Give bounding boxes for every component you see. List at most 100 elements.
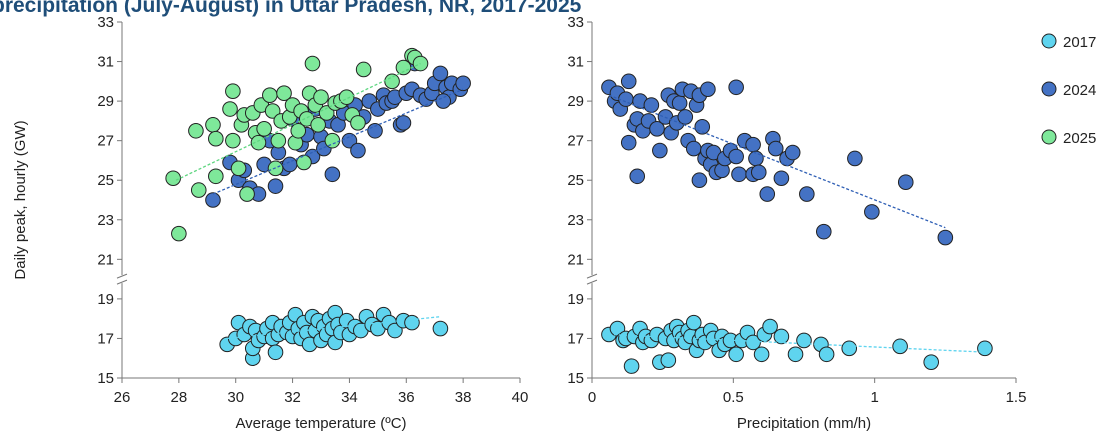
axis-break-mark (586, 279, 598, 285)
y-tick-label: 29 (97, 93, 114, 110)
x-tick-label: 34 (341, 389, 358, 406)
y-tick-label: 19 (567, 291, 584, 308)
trendline-2024 (212, 88, 464, 195)
point-2025 (222, 101, 238, 117)
axis-break-mark (586, 273, 598, 279)
point-2024 (728, 148, 744, 165)
legend-marker-2017 (1041, 33, 1057, 49)
point-2025 (208, 168, 224, 185)
y-tick-label: 27 (567, 133, 584, 150)
point-2024 (728, 79, 744, 96)
point-2017 (432, 320, 449, 337)
x-axis-label: Precipitation (mm/h) (737, 415, 871, 432)
y-tick-label: 23 (97, 212, 114, 229)
point-2017 (818, 346, 835, 363)
point-2017 (923, 354, 940, 370)
x-tick-label: 1 (870, 389, 878, 406)
y-tick-label: 25 (97, 172, 114, 189)
x-tick-label: 0 (588, 389, 596, 406)
point-2025 (225, 83, 241, 100)
point-2025 (270, 132, 287, 149)
point-2024 (847, 150, 863, 167)
x-axis-label: Average temperature (ºC) (235, 415, 406, 432)
point-2024 (205, 192, 221, 208)
point-2017 (623, 358, 640, 374)
point-2024 (759, 186, 776, 202)
series-2025 (165, 47, 429, 242)
point-2017 (773, 328, 790, 345)
legend: 2017 2024 2025 (1041, 33, 1096, 147)
axis-break-mark (116, 279, 128, 285)
x-tick-label: 0.5 (723, 389, 744, 406)
legend-marker-2025 (1041, 129, 1057, 145)
point-2024 (618, 91, 634, 107)
point-2024 (748, 150, 764, 167)
point-2024 (799, 186, 815, 202)
series-2017 (219, 304, 449, 367)
point-2024 (341, 132, 358, 149)
point-2017 (685, 314, 702, 331)
y-tick-label: 33 (567, 14, 584, 31)
legend-label-2024: 2024 (1063, 82, 1096, 99)
point-2024 (773, 170, 790, 187)
point-2024 (649, 121, 665, 137)
point-2024 (700, 81, 716, 98)
point-2025 (230, 160, 247, 177)
point-2017 (977, 340, 993, 357)
y-tick-label: 21 (567, 251, 584, 268)
axis-break (588, 275, 596, 284)
trendline-2024 (608, 94, 946, 229)
point-2025 (225, 132, 241, 149)
x-tick-label: 30 (227, 389, 244, 406)
point-2025 (190, 182, 207, 198)
point-2024 (324, 166, 341, 183)
x-tick-label: 36 (398, 389, 415, 406)
point-2024 (652, 142, 668, 159)
point-2017 (267, 344, 284, 361)
point-2024 (267, 178, 284, 194)
point-2025 (239, 186, 255, 202)
y-tick-label: 27 (97, 133, 114, 150)
point-2017 (841, 340, 858, 357)
y-tick-label: 15 (97, 370, 114, 387)
point-2024 (731, 166, 747, 183)
x-tick-label: 40 (512, 389, 529, 406)
point-2024 (864, 204, 880, 220)
point-2024 (750, 164, 767, 181)
point-2017 (762, 318, 778, 335)
x-tick-label: 28 (171, 389, 188, 406)
point-2017 (404, 314, 420, 331)
y-tick-label: 29 (567, 93, 584, 110)
point-2025 (256, 121, 272, 137)
point-2025 (296, 154, 312, 171)
legend-label-2025: 2025 (1063, 130, 1096, 147)
point-2025 (171, 225, 187, 242)
point-2024 (350, 142, 366, 159)
legend-label-2017: 2017 (1063, 34, 1096, 51)
point-2017 (892, 338, 908, 355)
point-2025 (188, 122, 204, 139)
series-2017 (601, 314, 993, 374)
point-2024 (685, 140, 702, 157)
axis-break-mark (116, 273, 128, 279)
y-tick-label: 25 (567, 172, 584, 189)
x-tick-label: 26 (114, 389, 131, 406)
point-2025 (276, 85, 292, 101)
legend-marker-2024 (1041, 81, 1057, 97)
point-2025 (355, 61, 372, 78)
point-2017 (728, 346, 744, 363)
point-2024 (395, 115, 412, 131)
y-tick-label: 21 (97, 251, 114, 268)
point-2025 (310, 117, 326, 133)
point-2025 (318, 105, 335, 121)
y-tick-label: 17 (97, 330, 114, 347)
point-2017 (745, 334, 761, 351)
y-tick-label: 23 (567, 212, 584, 229)
axis-break (118, 275, 126, 284)
point-2025 (324, 132, 341, 149)
temperature-panel: 15 17 19 21 23 25 27 29 31 33 26 28 30 32 34 36 38 40 Aver… (12, 14, 528, 432)
y-tick-label: 19 (97, 291, 114, 308)
point-2024 (745, 136, 761, 153)
point-2017 (660, 352, 677, 369)
